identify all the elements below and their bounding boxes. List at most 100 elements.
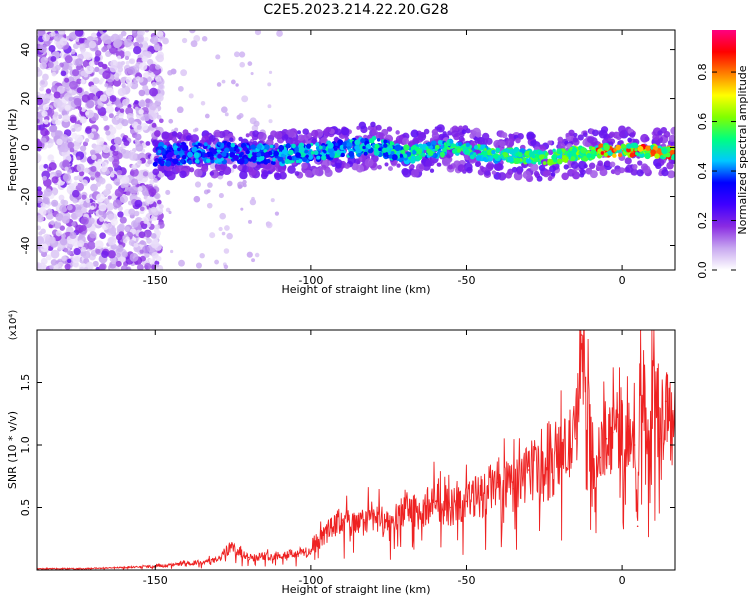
spectrogram-cell bbox=[479, 144, 485, 150]
spectrogram-cell bbox=[475, 161, 482, 167]
spectrogram-cell bbox=[190, 40, 198, 48]
spectrogram-cell bbox=[254, 30, 262, 36]
spectrogram-cell bbox=[40, 137, 47, 144]
spectrogram-cell bbox=[99, 144, 106, 151]
spectrogram-cell bbox=[360, 138, 366, 144]
spectrogram-cell bbox=[629, 132, 636, 138]
spectrogram-cell bbox=[72, 69, 80, 77]
spectrogram-cell bbox=[119, 216, 127, 224]
snr-point bbox=[512, 487, 514, 490]
spectrogram-cell bbox=[50, 56, 57, 62]
spectrogram-cell bbox=[64, 166, 69, 171]
spectrogram-cell bbox=[104, 125, 110, 131]
spectrogram-cell bbox=[112, 78, 122, 87]
spectrogram-cell bbox=[451, 143, 455, 148]
spectrogram-cell bbox=[242, 183, 247, 188]
spectrogram-cell bbox=[80, 246, 87, 252]
spectrogram-cell bbox=[434, 148, 438, 152]
spectrogram-cell bbox=[239, 61, 246, 68]
snr-x-ticks: -150 -100 -50 0 bbox=[143, 330, 626, 587]
spectrogram-cell bbox=[79, 266, 85, 270]
spectrogram-cell bbox=[203, 142, 208, 147]
spectrogram-cell bbox=[256, 143, 263, 150]
spectrogram-cell bbox=[384, 162, 389, 167]
spectrogram-cell bbox=[290, 137, 299, 146]
spectrogram-cell bbox=[474, 138, 480, 144]
spectrogram-cell bbox=[475, 155, 482, 162]
spectrogram-cell bbox=[91, 154, 97, 161]
spectrogram-cell bbox=[657, 130, 663, 136]
spectrogram-cell bbox=[507, 156, 514, 163]
spectrogram-cell bbox=[465, 142, 471, 147]
spectrogram-cell bbox=[102, 115, 109, 122]
spectrogram-cell bbox=[108, 156, 114, 162]
spectrogram-cell bbox=[291, 143, 296, 149]
spectrogram-cell bbox=[39, 86, 44, 92]
spectrogram-cell bbox=[247, 61, 253, 67]
spectrogram-cell bbox=[348, 151, 355, 157]
spectrogram-cell bbox=[59, 37, 68, 46]
spectrogram-cell bbox=[88, 112, 94, 118]
spectrogram-cell bbox=[382, 147, 388, 153]
spectrogram-cell bbox=[224, 225, 230, 231]
spectrogram-cell bbox=[112, 199, 122, 209]
spectrogram-cell bbox=[549, 165, 556, 173]
spectrogram-cell bbox=[571, 147, 578, 154]
spectrogram-cell bbox=[135, 34, 145, 43]
spectrogram-cell bbox=[106, 222, 113, 229]
spectrogram-cell bbox=[421, 152, 426, 157]
spectrogram-cell bbox=[233, 51, 240, 58]
snr-y-tick-label: 1.5 bbox=[19, 374, 32, 392]
spectrogram-cell bbox=[304, 169, 313, 178]
spectrogram-cell bbox=[563, 164, 569, 170]
spectrogram-cell bbox=[515, 137, 521, 144]
spectrogram-cell bbox=[342, 141, 347, 147]
spectrogram-cell bbox=[547, 158, 552, 164]
snr-y-tick-label: 1.0 bbox=[19, 436, 32, 454]
spectrogram-cell bbox=[110, 218, 119, 226]
spectrogram-cell bbox=[444, 144, 448, 149]
spectrogram-cell bbox=[473, 152, 477, 156]
spectrogram-cell bbox=[130, 178, 139, 186]
spectrogram-cell bbox=[218, 193, 224, 199]
spectrogram-cell bbox=[189, 30, 196, 34]
spectrogram-cell bbox=[82, 141, 89, 147]
spectrogram-cell bbox=[129, 252, 139, 262]
spectrogram-cell bbox=[344, 163, 351, 169]
spectrogram-cell bbox=[364, 158, 374, 168]
spectrogram-x-tick-label: -50 bbox=[457, 274, 475, 287]
spectrogram-cell bbox=[480, 166, 487, 173]
spectrogram-cell bbox=[47, 154, 55, 162]
spectrogram-cell bbox=[129, 58, 136, 65]
spectrogram-cell bbox=[458, 141, 463, 147]
spectrogram-cell bbox=[109, 95, 117, 103]
spectrogram-cell bbox=[441, 157, 451, 167]
spectrogram-cell bbox=[651, 152, 655, 157]
spectrogram-cell bbox=[501, 132, 508, 139]
spectrogram-cell bbox=[107, 213, 115, 220]
spectrogram-cell bbox=[469, 154, 475, 160]
spectrogram-cell bbox=[610, 169, 616, 175]
spectrogram-cell bbox=[95, 248, 101, 254]
spectrogram-cell bbox=[533, 157, 539, 163]
spectrogram-cell bbox=[227, 132, 234, 139]
spectrogram-cell bbox=[134, 133, 142, 141]
spectrogram-cell bbox=[81, 206, 88, 214]
spectrogram-cell bbox=[442, 147, 447, 153]
spectrogram-cell bbox=[162, 154, 168, 159]
spectrogram-cell bbox=[256, 152, 262, 158]
spectrogram-cell bbox=[409, 157, 416, 164]
spectrogram-cell bbox=[314, 167, 324, 177]
spectrogram-cell bbox=[547, 176, 553, 182]
spectrogram-cell bbox=[250, 155, 257, 163]
spectrogram-cell bbox=[274, 131, 283, 140]
spectrogram-cell bbox=[64, 55, 73, 64]
spectrogram-cell bbox=[123, 38, 133, 48]
spectrogram-cell bbox=[45, 88, 52, 94]
spectrogram-cell bbox=[138, 109, 144, 115]
spectrogram-cell bbox=[76, 156, 81, 161]
spectrogram-cell bbox=[176, 155, 181, 159]
spectrogram-cell bbox=[73, 247, 81, 256]
spectrogram-cell bbox=[55, 169, 63, 177]
snr-border bbox=[36, 329, 676, 571]
